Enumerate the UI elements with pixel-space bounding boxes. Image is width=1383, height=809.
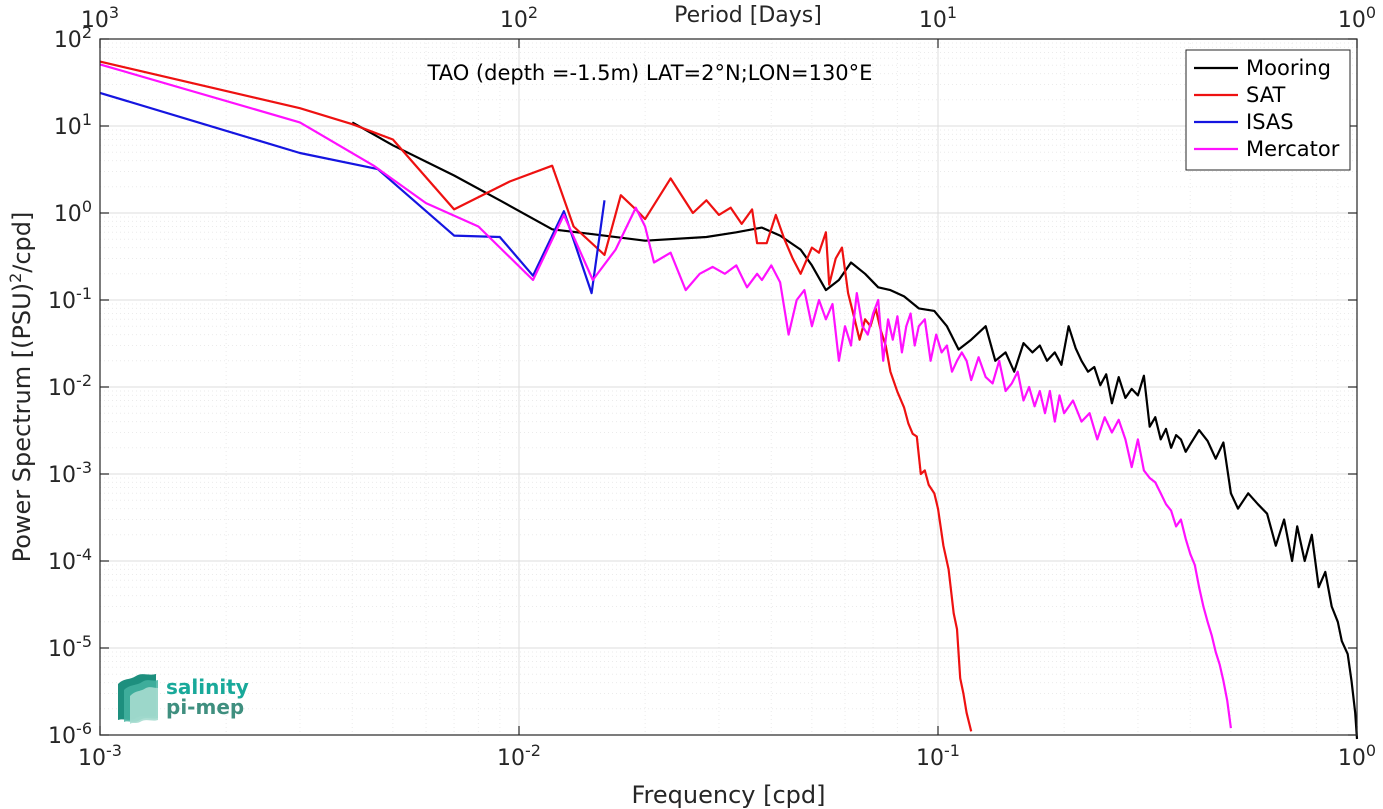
logo-line1: salinity xyxy=(166,675,249,699)
series-line-mooring xyxy=(351,121,1359,740)
x-tick-label: 100 xyxy=(1338,741,1376,772)
legend-label-mooring: Mooring xyxy=(1246,56,1331,80)
y-tick-label: 10-2 xyxy=(48,371,92,402)
y-tick-label: 100 xyxy=(54,197,92,228)
axis-labels: Frequency [cpd] Period [Days] Power Spec… xyxy=(6,3,873,809)
y-tick-label: 10-6 xyxy=(48,719,92,750)
legend: Mooring SAT ISAS Mercator xyxy=(1185,49,1351,171)
legend-label-sat: SAT xyxy=(1246,83,1285,107)
y-axis-label-unit: /cpd] xyxy=(8,212,36,273)
top-tick-label: 103 xyxy=(81,3,119,34)
logo-line2: pi-mep xyxy=(166,695,244,719)
logo-wave-icon xyxy=(118,674,158,724)
y-axis-label: Power Spectrum [(PSU)2/cpd] xyxy=(6,212,37,563)
y-tick-label: 10-1 xyxy=(48,284,92,315)
y-tick-label: 101 xyxy=(54,110,92,141)
salinity-pi-mep-logo: salinity pi-mep xyxy=(118,674,249,724)
series-line-isas xyxy=(99,91,606,295)
y-axis-label-main: Power Spectrum [(PSU) xyxy=(8,283,36,562)
y-tick-label: 10-5 xyxy=(48,632,92,663)
y-tick-label: 10-3 xyxy=(48,458,92,489)
legend-label-mercator: Mercator xyxy=(1246,137,1340,161)
top-tick-label: 102 xyxy=(500,3,538,34)
series-layer xyxy=(99,60,1359,740)
x-tick-label: 10-2 xyxy=(497,741,541,772)
y-axis-label-exponent: 2 xyxy=(6,273,25,283)
top-axis-label: Period [Days] xyxy=(674,3,822,28)
legend-label-isas: ISAS xyxy=(1246,110,1294,134)
top-tick-label: 101 xyxy=(919,3,957,34)
series-line-mercator xyxy=(99,63,1232,729)
x-tick-label: 10-3 xyxy=(78,741,122,772)
chart-annotation: TAO (depth =-1.5m) LAT=2°N;LON=130°E xyxy=(427,61,873,85)
y-tick-label: 102 xyxy=(54,23,92,54)
x-tick-label: 10-1 xyxy=(916,741,960,772)
grid-lines xyxy=(99,39,1357,736)
series-line-sat xyxy=(99,60,973,732)
top-tick-label: 100 xyxy=(1338,3,1376,34)
y-tick-label: 10-4 xyxy=(48,545,92,576)
x-axis-label: Frequency [cpd] xyxy=(631,781,825,809)
